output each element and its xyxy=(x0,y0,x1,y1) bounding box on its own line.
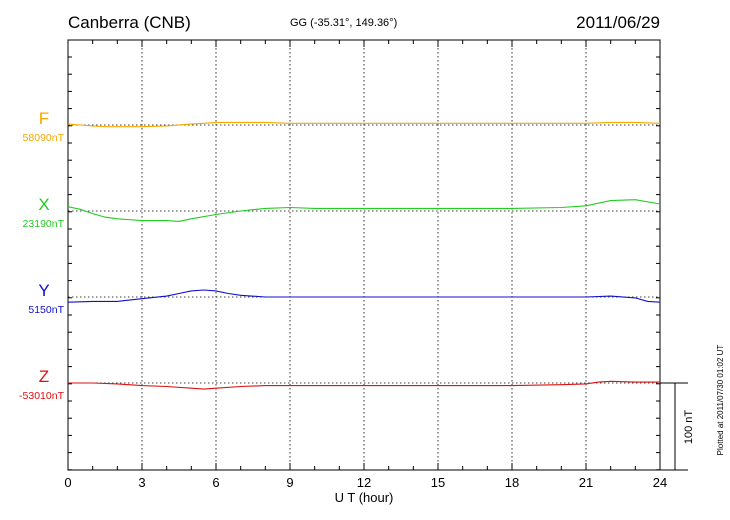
series-name-z: Z xyxy=(39,367,49,386)
series-baseline-f: 58090nT xyxy=(23,132,65,144)
series-name-x: X xyxy=(38,195,49,214)
series-name-y: Y xyxy=(38,281,49,300)
x-tick-label: 12 xyxy=(357,475,371,490)
series-line-y xyxy=(67,289,661,303)
series-baseline-z: -53010nT xyxy=(19,390,65,402)
scale-bar-label: 100 nT xyxy=(683,410,695,445)
x-tick-label: 24 xyxy=(653,475,667,490)
scale-bar: 100 nT xyxy=(660,382,695,471)
x-tick-label: 15 xyxy=(431,475,445,490)
series-line-f xyxy=(67,121,661,128)
x-axis-title: U T (hour) xyxy=(335,490,394,505)
series-line-z xyxy=(68,380,660,390)
series-name-f: F xyxy=(39,109,49,128)
grid-lines xyxy=(68,40,660,470)
axis-ticks xyxy=(67,40,661,471)
station-title: Canberra (CNB) xyxy=(68,13,191,32)
x-tick-label: 21 xyxy=(579,475,593,490)
x-tick-label: 9 xyxy=(286,475,293,490)
x-tick-label: 3 xyxy=(138,475,145,490)
series-baseline-y: 5150nT xyxy=(28,304,64,316)
plotted-note: Plotted at 2011/07/30 01:02 UT xyxy=(716,345,725,456)
series-group xyxy=(67,121,661,390)
x-tick-label: 6 xyxy=(212,475,219,490)
series-baseline-x: 23190nT xyxy=(23,218,65,230)
coordinates-label: GG (-35.31°, 149.36°) xyxy=(290,17,397,29)
date-label: 2011/06/29 xyxy=(576,13,660,32)
x-tick-label: 18 xyxy=(505,475,519,490)
series-labels: F 58090nT X 23190nT Y 5150nT Z -53010nT xyxy=(19,109,65,402)
x-tick-label: 0 xyxy=(64,475,71,490)
series-line-x xyxy=(67,199,661,222)
x-tick-labels: 0 3 6 9 12 15 18 21 24 xyxy=(64,475,667,490)
